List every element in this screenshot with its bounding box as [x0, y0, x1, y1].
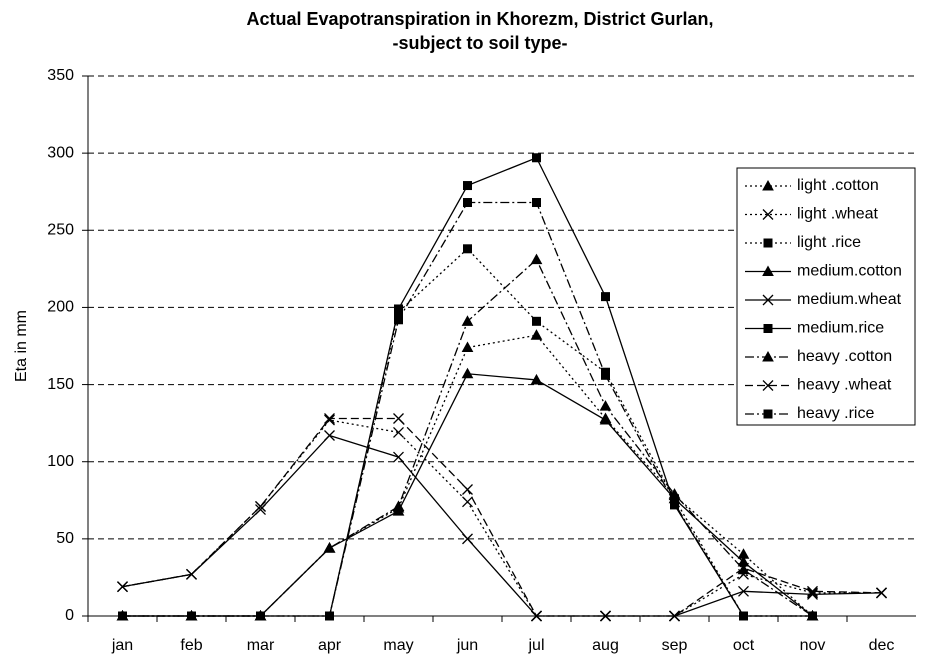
marker [117, 581, 128, 593]
legend-box [736, 167, 916, 426]
legend-label: heavy .rice [797, 405, 874, 422]
legend-marker [762, 350, 774, 362]
x-tick-label: feb [180, 637, 202, 654]
marker [739, 611, 748, 621]
marker [738, 585, 749, 597]
marker [599, 400, 612, 411]
series-line [122, 373, 813, 617]
marker [325, 611, 334, 621]
y-tick-label: 200 [47, 299, 74, 316]
marker [463, 181, 472, 191]
marker [393, 451, 404, 463]
series-line [122, 156, 813, 617]
legend-marker [762, 294, 774, 306]
legend-label: medium.rice [797, 320, 884, 337]
marker [669, 610, 680, 622]
series-line [122, 417, 882, 617]
marker [530, 329, 543, 340]
x-tick-label: mar [247, 637, 275, 654]
marker [324, 413, 335, 424]
marker [876, 587, 887, 599]
y-tick-label: 0 [65, 607, 74, 624]
chart-title: Actual Evapotranspiration in Khorezm, Di… [246, 9, 713, 29]
series-line [122, 201, 813, 617]
marker [807, 585, 818, 597]
marker [599, 414, 612, 425]
marker [187, 611, 196, 621]
marker [462, 496, 473, 508]
marker [324, 414, 335, 426]
legend-marker [762, 209, 774, 220]
marker [255, 500, 266, 512]
legend-marker [762, 265, 774, 276]
x-tick-label: apr [318, 637, 342, 654]
marker [808, 611, 817, 621]
legend-marker [763, 409, 773, 419]
x-tick-label: dec [869, 637, 895, 654]
marker [324, 430, 335, 441]
marker [392, 500, 405, 511]
marker [461, 315, 474, 326]
x-tick-label: sep [662, 637, 688, 654]
y-tick-label: 300 [47, 144, 74, 161]
series-line [122, 258, 813, 617]
x-tick-label: oct [733, 637, 755, 654]
series-line [122, 434, 882, 617]
legend-label: heavy .wheat [797, 377, 892, 394]
marker [807, 587, 818, 599]
marker [601, 292, 610, 302]
legend-marker [763, 238, 773, 248]
marker [530, 253, 543, 265]
marker [738, 562, 749, 574]
legend-label: light .rice [797, 234, 861, 251]
y-axis-label: Eta in mm [13, 310, 30, 382]
x-tick-label: jan [111, 637, 133, 654]
x-tick-label: jul [527, 637, 544, 654]
marker [393, 426, 404, 438]
marker [461, 367, 474, 379]
y-tick-label: 100 [47, 453, 74, 470]
marker [670, 498, 679, 508]
marker [118, 611, 127, 621]
legend-label: medium.cotton [797, 263, 902, 280]
marker [463, 244, 472, 254]
marker [461, 341, 474, 353]
marker [532, 153, 541, 163]
legend-label: heavy .cotton [797, 348, 892, 365]
marker [256, 611, 265, 621]
marker [531, 610, 542, 622]
y-tick-label: 50 [56, 530, 74, 547]
marker [462, 533, 473, 545]
x-tick-label: jun [456, 637, 478, 654]
x-tick-label: aug [592, 637, 619, 654]
marker [323, 542, 336, 553]
legend-label: light .wheat [797, 206, 878, 223]
marker [394, 315, 403, 325]
legend-marker [762, 179, 774, 191]
marker [462, 484, 473, 495]
marker [532, 316, 541, 326]
y-tick-label: 250 [47, 222, 74, 239]
legend-label: light .cotton [797, 177, 879, 194]
y-tick-label: 350 [47, 67, 74, 84]
marker [393, 413, 404, 424]
legend-marker [762, 380, 774, 391]
marker [463, 198, 472, 208]
legend-marker [763, 324, 773, 333]
y-tick-label: 150 [47, 376, 74, 393]
x-tick-label: nov [800, 637, 826, 654]
chart-title: -subject to soil type- [392, 33, 567, 53]
marker [186, 568, 197, 580]
legend-label: medium.wheat [797, 291, 902, 308]
marker [601, 370, 610, 380]
marker [255, 504, 266, 516]
marker [668, 488, 681, 499]
marker [530, 373, 543, 385]
marker [394, 304, 403, 314]
marker [600, 610, 611, 622]
x-tick-label: may [383, 637, 413, 654]
marker [532, 198, 541, 208]
